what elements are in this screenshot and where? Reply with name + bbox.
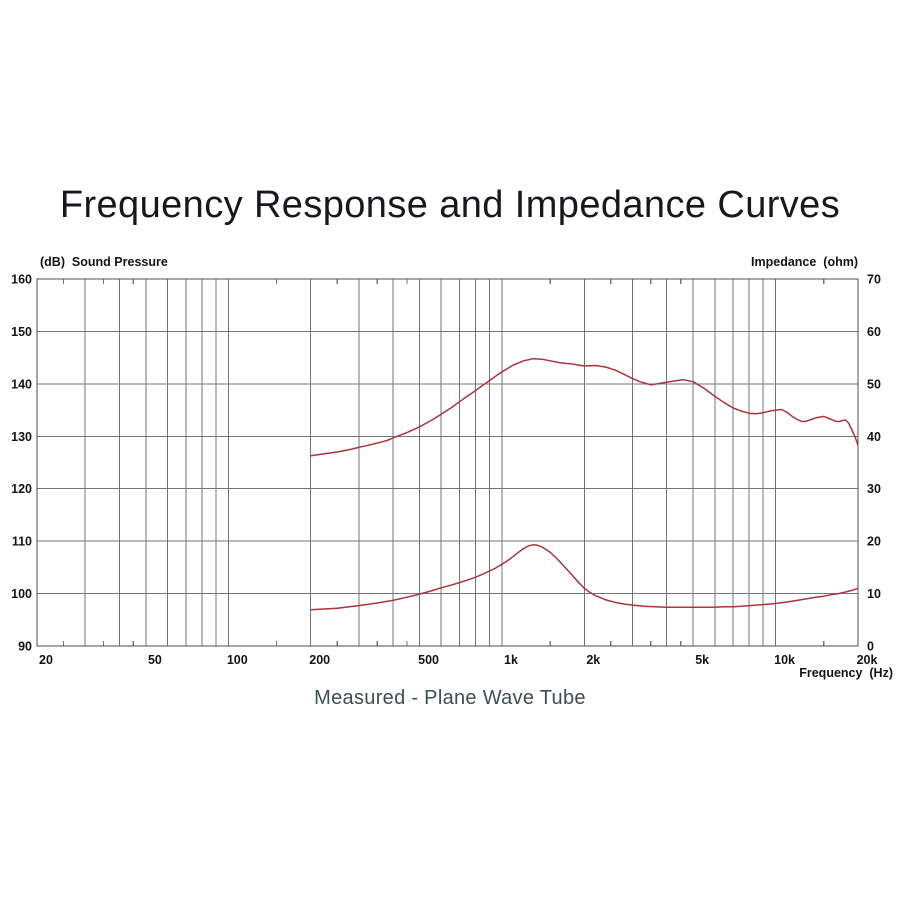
right-axis-title: Impedance (ohm): [751, 255, 858, 269]
x-axis-title: Frequency (Hz): [799, 666, 893, 680]
svg-text:160: 160: [11, 273, 32, 287]
svg-text:200: 200: [309, 653, 330, 667]
svg-text:90: 90: [18, 640, 32, 654]
svg-text:10k: 10k: [774, 653, 795, 667]
impedance-curve: [310, 544, 859, 611]
svg-text:120: 120: [11, 482, 32, 496]
minor-ticks: [62, 279, 825, 646]
svg-text:30: 30: [867, 482, 881, 496]
plot-grid: [37, 279, 858, 646]
svg-text:100: 100: [227, 653, 248, 667]
svg-text:60: 60: [867, 325, 881, 339]
svg-text:1k: 1k: [504, 653, 518, 667]
svg-text:150: 150: [11, 325, 32, 339]
svg-text:0: 0: [867, 640, 874, 654]
svg-text:40: 40: [867, 430, 881, 444]
svg-text:2k: 2k: [586, 653, 600, 667]
svg-text:140: 140: [11, 377, 32, 391]
left-axis-labels: 160 150 140 130 120 110 100 90: [11, 273, 32, 654]
x-axis-labels: 20 50 100 200 500 1k 2k 5k 10k 20k: [39, 653, 877, 667]
svg-text:100: 100: [11, 587, 32, 601]
left-axis-title: (dB) Sound Pressure: [40, 255, 168, 269]
svg-text:5k: 5k: [695, 653, 709, 667]
frequency-impedance-chart: (dB) Sound Pressure Impedance (ohm) Freque…: [11, 255, 893, 680]
svg-text:20: 20: [867, 535, 881, 549]
svg-text:50: 50: [148, 653, 162, 667]
svg-text:20k: 20k: [857, 653, 878, 667]
plot-frame: [36, 278, 859, 647]
svg-text:500: 500: [418, 653, 439, 667]
svg-text:110: 110: [12, 535, 32, 549]
svg-text:10: 10: [867, 587, 881, 601]
svg-text:130: 130: [11, 430, 32, 444]
spl-curve: [310, 357, 859, 457]
svg-text:50: 50: [867, 377, 881, 391]
svg-text:70: 70: [867, 273, 881, 287]
right-axis-labels: 70 60 50 40 30 20 10 0: [867, 273, 881, 654]
page-title: Frequency Response and Impedance Curves: [59, 184, 841, 226]
svg-text:20: 20: [39, 653, 53, 667]
chart-caption: Measured - Plane Wave Tube: [314, 687, 586, 709]
